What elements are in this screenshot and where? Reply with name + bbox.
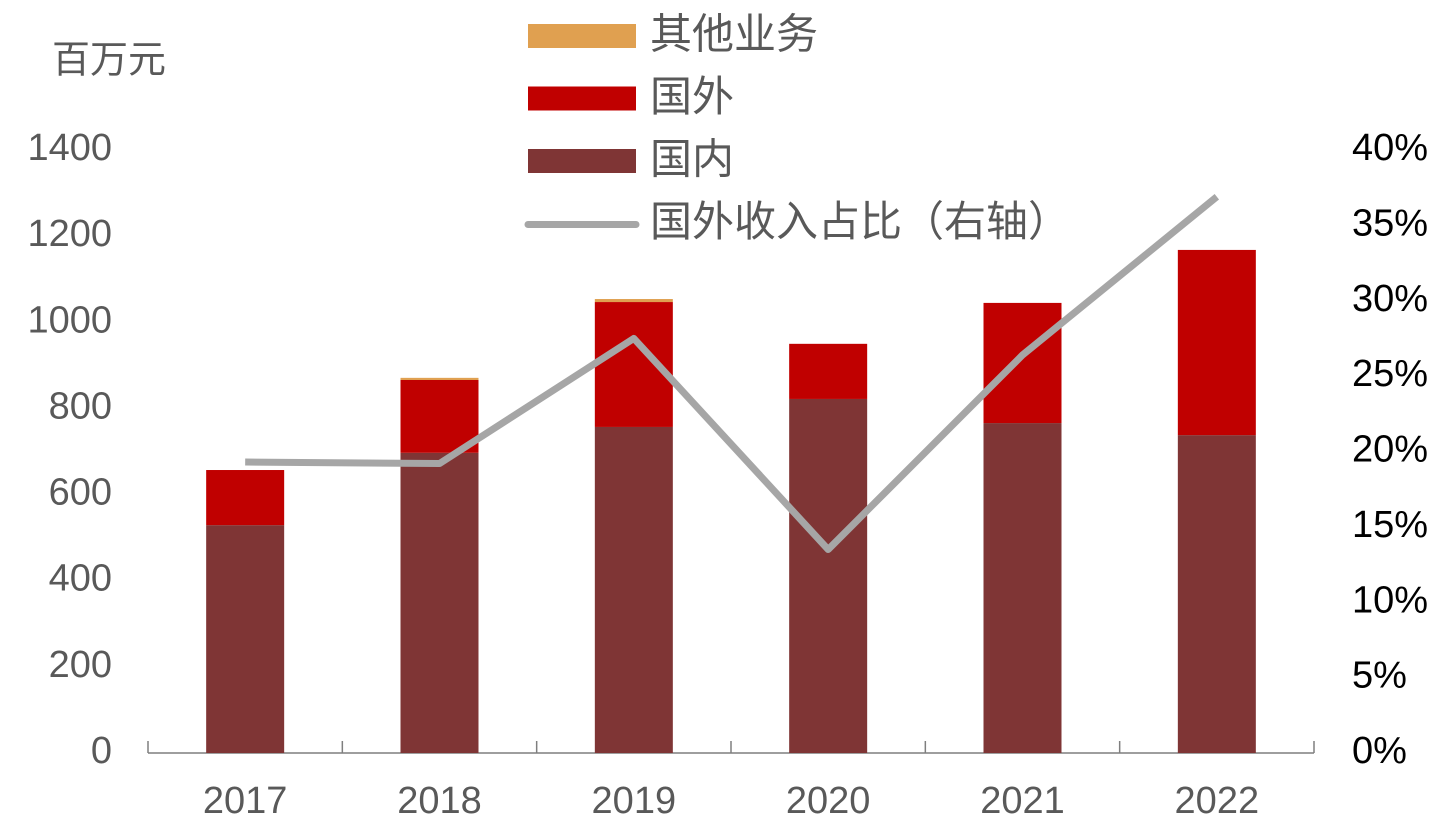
y2-tick-label: 40% xyxy=(1352,127,1428,169)
bar-segment xyxy=(789,398,868,753)
x-tick-label: 2019 xyxy=(592,780,677,822)
bar-segment xyxy=(1177,249,1256,436)
y-tick-label: 1400 xyxy=(27,127,112,169)
y-tick-label: 800 xyxy=(49,385,112,427)
y2-tick-label: 0% xyxy=(1352,730,1407,772)
y-tick-label: 0 xyxy=(91,730,112,772)
y2-tick-label: 15% xyxy=(1352,504,1428,546)
legend-swatch xyxy=(528,86,636,111)
y2-tick-label: 10% xyxy=(1352,579,1428,621)
y-tick-label: 400 xyxy=(49,558,112,600)
bar-segment xyxy=(400,377,479,381)
bar-segment xyxy=(206,470,285,526)
bar-segment xyxy=(400,452,479,753)
legend-label: 国外 xyxy=(650,72,734,121)
legend-label: 其他业务 xyxy=(650,10,818,59)
legend-label: 国外收入占比（右轴） xyxy=(650,197,1070,246)
bar-segment xyxy=(1177,435,1256,753)
y-tick-label: 600 xyxy=(49,472,112,514)
legend-swatch xyxy=(528,24,636,48)
y2-tick-label: 5% xyxy=(1352,655,1407,697)
y-tick-label: 1000 xyxy=(27,299,112,341)
x-tick-label: 2017 xyxy=(203,780,288,822)
x-tick-label: 2018 xyxy=(397,780,482,822)
bar-segment xyxy=(206,525,285,753)
bar-segment xyxy=(400,380,479,453)
y-tick-label: 200 xyxy=(49,644,112,686)
y-axis-unit: 百万元 xyxy=(52,38,166,82)
bar-segment xyxy=(789,343,868,399)
y2-tick-label: 20% xyxy=(1352,429,1428,471)
legend-swatch xyxy=(528,149,636,173)
y2-tick-label: 30% xyxy=(1352,278,1428,320)
legend-label: 国内 xyxy=(650,135,734,184)
bar-segment xyxy=(983,423,1062,753)
y2-tick-label: 25% xyxy=(1352,353,1428,395)
bar-segment xyxy=(983,302,1062,424)
bar-segment xyxy=(594,426,673,753)
y-tick-label: 1200 xyxy=(27,213,112,255)
y2-tick-label: 35% xyxy=(1352,202,1428,244)
x-tick-label: 2020 xyxy=(786,780,871,822)
line-series xyxy=(245,194,1220,553)
x-tick-label: 2022 xyxy=(1175,780,1260,822)
bar-segment xyxy=(594,299,673,303)
x-tick-label: 2021 xyxy=(980,780,1065,822)
